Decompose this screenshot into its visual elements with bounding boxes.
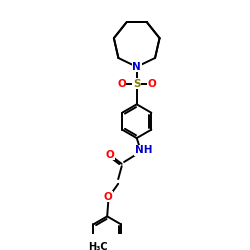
Text: O: O [104, 192, 113, 202]
Text: H₃C: H₃C [88, 242, 108, 250]
Text: O: O [117, 79, 126, 89]
Text: NH: NH [134, 145, 152, 155]
Text: S: S [133, 79, 140, 89]
Text: O: O [106, 150, 114, 160]
Text: N: N [132, 62, 141, 72]
Text: O: O [148, 79, 156, 89]
